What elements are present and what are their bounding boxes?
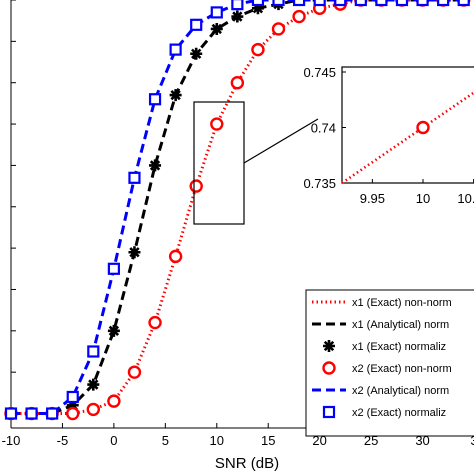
data-point (148, 93, 162, 106)
inset-y-tick-label: 0.74 (311, 121, 336, 136)
data-point (416, 0, 429, 7)
legend-label: x2 (Analytical) norm (352, 385, 449, 397)
data-point (313, 0, 326, 7)
data-point (395, 0, 409, 7)
data-point (127, 365, 142, 379)
data-point-core (213, 26, 220, 32)
legend-label: x2 (Exact) normaliz (352, 407, 446, 419)
legend-marker (322, 405, 336, 419)
data-point (107, 262, 120, 275)
legend-label: x1 (Analytical) norm (352, 319, 449, 331)
data-point (189, 179, 203, 193)
data-point (230, 76, 245, 90)
data-point (292, 0, 306, 7)
legend-label: x2 (Exact) non-norm (352, 363, 452, 375)
inset-x-tick-label: 10 (416, 191, 430, 206)
data-point-core (131, 249, 138, 256)
data-point (231, 0, 244, 11)
data-point (128, 171, 141, 184)
data-point-core (172, 92, 179, 98)
zoom-indicator (193, 101, 319, 225)
x-tick-label: 25 (364, 433, 378, 448)
data-point (66, 390, 79, 404)
data-point-core (152, 162, 158, 169)
data-point (210, 6, 223, 19)
main-plot: -10 -5 0 5 10 15 20 25 30 3 (2, 0, 474, 448)
data-point (251, 0, 265, 7)
x-tick-label: 0 (110, 433, 117, 448)
legend-label: x1 (Exact) normaliz (352, 341, 446, 353)
data-point (168, 249, 183, 264)
data-point (457, 0, 470, 7)
x-tick-label: -10 (2, 433, 21, 448)
inset-frame (341, 66, 474, 184)
data-point (251, 42, 265, 57)
x-tick-label: 15 (261, 433, 275, 448)
data-point (271, 22, 286, 36)
data-point (25, 407, 38, 420)
legend: x1 (Exact) non-norm x1 (Analytical) norm x… (305, 289, 474, 437)
inset-y-tick-label: 0.745 (303, 65, 336, 80)
data-point (87, 345, 100, 358)
x-tick-label: 10 (210, 433, 224, 448)
data-point (4, 407, 18, 420)
data-point (190, 18, 203, 31)
data-point-core (255, 5, 261, 12)
x-tick-label: 30 (415, 433, 429, 448)
data-point (148, 315, 162, 330)
inset-data-point (416, 120, 430, 135)
x-axis-title: SNR (dB) (215, 455, 279, 472)
inset-series-0 (341, 90, 474, 185)
legend-marker-core (326, 343, 332, 349)
inset-plot: 0.735 0.74 0.745 9.95 10 10.05 (303, 65, 474, 206)
inset-series-line (341, 90, 474, 185)
data-point (66, 406, 80, 421)
data-point (437, 0, 450, 7)
data-point (210, 117, 224, 131)
data-point (354, 0, 367, 7)
data-point (272, 0, 285, 7)
x-tick-label: 20 (312, 433, 326, 448)
inset-x-tick-label: 9.95 (360, 191, 385, 206)
data-point-core (193, 50, 199, 57)
x-tick-label: 5 (162, 433, 169, 448)
data-point-core (234, 13, 241, 20)
data-point-core (69, 402, 76, 409)
data-point (292, 9, 306, 24)
series-5 (4, 0, 470, 420)
data-point (46, 407, 59, 420)
data-point-core (90, 381, 97, 388)
data-point (334, 0, 347, 7)
x-tick-label: -5 (57, 433, 69, 448)
data-point (86, 402, 101, 417)
inset-x-tick-label: 10.05 (457, 191, 474, 206)
zoom-connector (243, 118, 319, 164)
inset-y-tick-label: 0.735 (303, 176, 336, 191)
x-tick-label: 3 (470, 433, 474, 448)
data-point (169, 43, 182, 56)
legend-label: x1 (Exact) non-norm (352, 297, 452, 309)
data-point (375, 0, 388, 7)
data-point (107, 394, 121, 408)
legend-marker (322, 361, 336, 375)
data-point-core (111, 328, 117, 334)
